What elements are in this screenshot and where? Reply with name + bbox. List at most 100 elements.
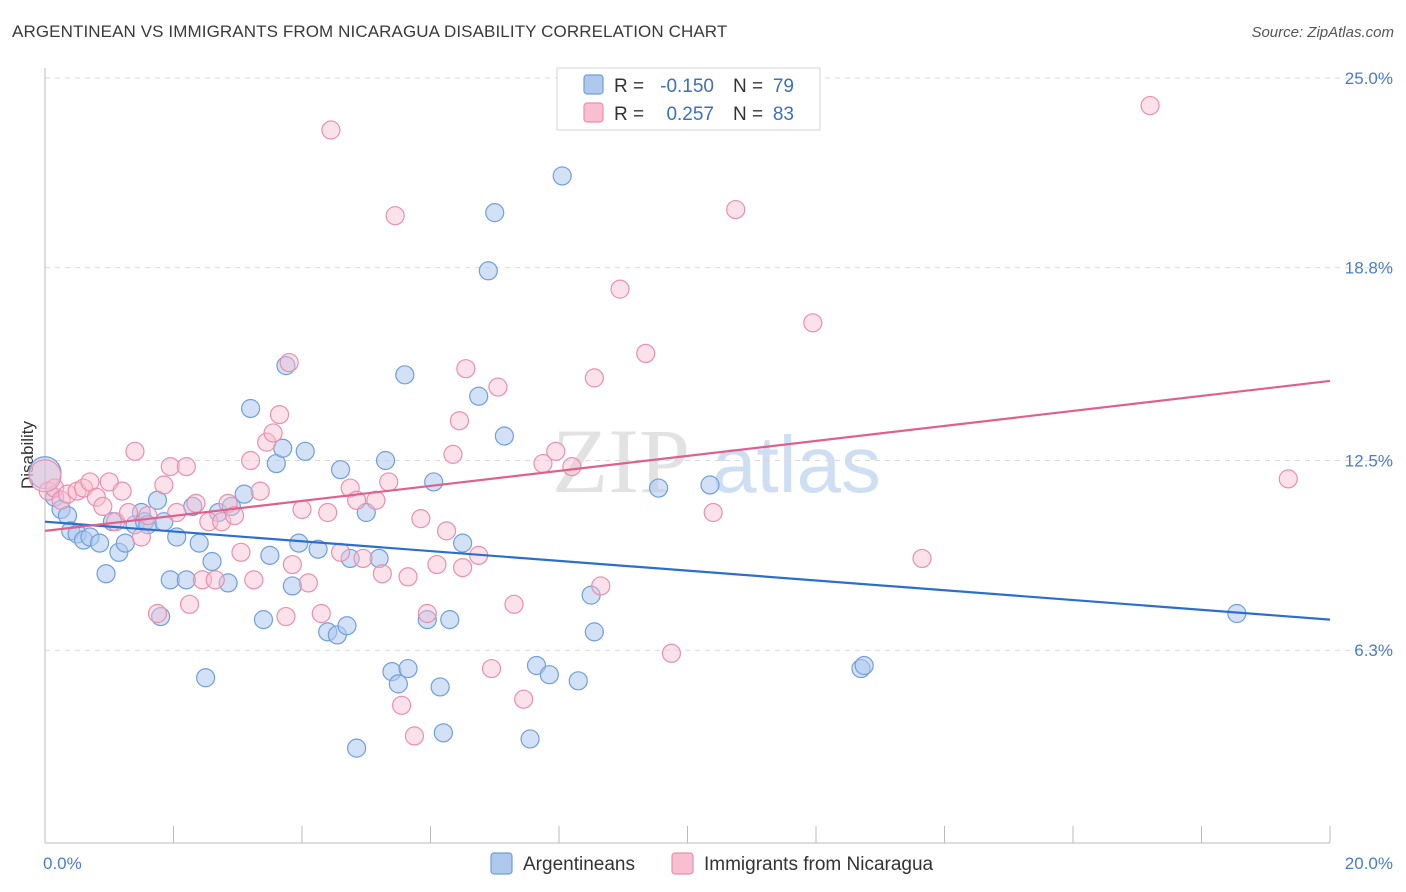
point-nicaragua-60	[449, 411, 470, 431]
point-nicaragua-41	[311, 603, 331, 624]
point-nicaragua-57	[427, 554, 447, 575]
point-nicaragua-55	[411, 509, 431, 529]
legend-r-value-1: -0.150	[660, 76, 714, 97]
point-argentineans-26	[202, 551, 222, 572]
point-nicaragua-40	[298, 573, 319, 593]
point-argentineans-12	[115, 533, 135, 553]
point-nicaragua-80	[1140, 95, 1160, 116]
point-argentineans-57	[433, 723, 453, 743]
point-nicaragua-17	[154, 475, 174, 495]
point-argentineans-55	[424, 472, 444, 492]
trend-line-nicaragua	[44, 379, 1331, 532]
point-nicaragua-66	[504, 594, 524, 614]
point-argentineans-67	[552, 166, 572, 186]
point-nicaragua-32	[250, 481, 270, 501]
point-nicaragua-76	[703, 502, 723, 523]
source-label: Source: ZipAtlas.com	[1251, 24, 1394, 41]
point-nicaragua-74	[636, 343, 656, 363]
point-argentineans-32	[253, 610, 274, 630]
point-argentineans-54	[417, 610, 437, 630]
point-argentineans-36	[276, 356, 296, 376]
point-nicaragua-79	[912, 548, 932, 569]
point-argentineans-9	[96, 564, 116, 584]
point-nicaragua-51	[385, 206, 405, 226]
legend-swatch-pink	[583, 102, 604, 123]
point-nicaragua-42	[318, 502, 338, 523]
point-argentineans-66	[539, 665, 559, 685]
point-argentineans-68	[568, 671, 588, 691]
point-argentineans-63	[494, 426, 514, 446]
point-nicaragua-69	[546, 441, 566, 461]
point-argentineans-24	[189, 533, 209, 553]
point-argentineans-60	[469, 386, 489, 406]
y-tick-label-2: 18.8%	[1345, 259, 1393, 278]
point-nicaragua-39	[292, 499, 312, 520]
point-nicaragua-82	[28, 459, 62, 493]
y-tick-labels: 6.3% 12.5% 18.8% 25.0%	[1345, 69, 1393, 660]
top-legend: R = -0.150 N = 79 R = 0.257 N = 83	[556, 67, 821, 131]
point-argentineans-20	[160, 570, 180, 590]
point-argentineans-71	[648, 478, 669, 498]
legend-n-label-2: N =	[733, 104, 763, 125]
point-nicaragua-14	[131, 527, 151, 547]
point-nicaragua-29	[231, 542, 251, 562]
chart-title: ARGENTINEAN VS IMMIGRANTS FROM NICARAGUA…	[12, 22, 728, 41]
watermark-atlas: atlas	[712, 420, 881, 509]
legend-r-value-2: 0.257	[666, 104, 714, 125]
point-nicaragua-11	[112, 481, 132, 501]
point-nicaragua-58	[436, 521, 457, 541]
point-nicaragua-70	[562, 457, 582, 477]
point-argentineans-31	[241, 398, 261, 419]
point-nicaragua-38	[282, 554, 302, 575]
point-nicaragua-59	[443, 444, 463, 464]
point-nicaragua-61	[453, 557, 473, 578]
point-nicaragua-71	[584, 368, 604, 388]
point-nicaragua-18	[160, 457, 180, 477]
series-argentineans-points	[28, 166, 1247, 758]
point-argentineans-8	[90, 533, 110, 553]
point-argentineans-59	[453, 533, 473, 553]
trend-line-argentineans	[44, 520, 1331, 621]
axes	[44, 68, 1331, 844]
point-argentineans-51	[388, 674, 408, 694]
point-nicaragua-22	[186, 493, 206, 513]
point-argentineans-72	[700, 475, 720, 495]
point-argentineans-39	[295, 441, 315, 461]
point-nicaragua-35	[269, 405, 290, 425]
x-tick-label-1: 20.0%	[1345, 854, 1393, 873]
point-argentineans-49	[375, 450, 396, 471]
point-argentineans-22	[176, 570, 196, 590]
trend-lines	[44, 379, 1331, 621]
legend-swatch-blue	[583, 74, 604, 95]
bottom-legend-swatch-blue	[490, 852, 513, 875]
point-nicaragua-25	[205, 570, 225, 590]
point-argentineans-53	[398, 658, 418, 679]
x-tick-label-0: 0.0%	[43, 854, 82, 873]
y-tick-label-3: 25.0%	[1345, 69, 1393, 88]
point-nicaragua-77	[726, 199, 746, 220]
point-argentineans-70	[584, 622, 604, 642]
point-argentineans-37	[282, 576, 302, 596]
point-nicaragua-62	[456, 359, 476, 379]
point-nicaragua-52	[391, 695, 412, 715]
point-nicaragua-65	[488, 377, 508, 397]
point-nicaragua-43	[321, 120, 341, 140]
x-tick-labels: 0.0% 20.0%	[43, 854, 1393, 873]
point-nicaragua-31	[244, 570, 264, 590]
point-nicaragua-16	[147, 603, 168, 624]
legend-r-label-1: R =	[614, 76, 644, 97]
legend-n-label-1: N =	[733, 76, 763, 97]
point-nicaragua-37	[279, 352, 299, 373]
point-argentineans-30	[234, 484, 254, 504]
point-nicaragua-19	[167, 502, 187, 523]
point-nicaragua-54	[404, 726, 425, 746]
point-nicaragua-36	[276, 606, 296, 627]
point-nicaragua-34	[263, 423, 283, 443]
point-argentineans-74	[854, 655, 874, 676]
point-nicaragua-72	[591, 576, 611, 596]
point-nicaragua-45	[340, 478, 360, 498]
point-argentineans-52	[395, 365, 415, 385]
bottom-legend: Argentineans Immigrants from Nicaragua	[490, 852, 934, 875]
point-argentineans-18	[151, 606, 171, 627]
